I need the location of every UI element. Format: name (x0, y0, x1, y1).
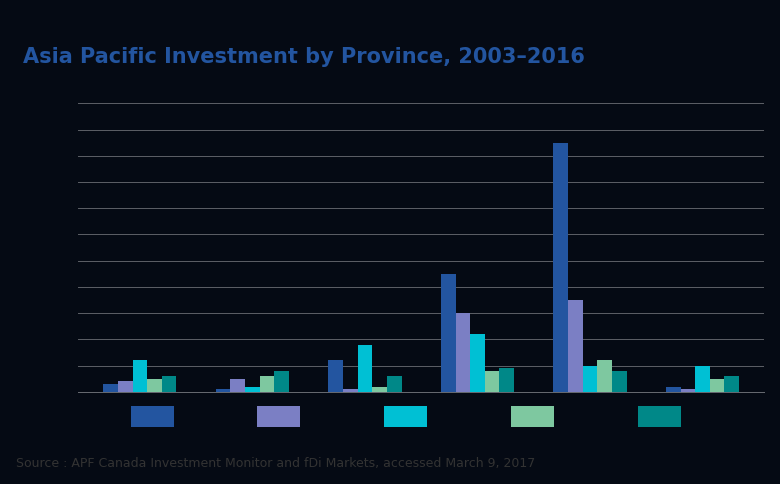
Bar (147, 379, 161, 392)
Bar (725, 377, 739, 392)
Bar (666, 387, 681, 392)
Bar (103, 384, 118, 392)
Bar (681, 390, 695, 392)
Bar (387, 377, 402, 392)
Bar (441, 274, 456, 392)
Bar (133, 361, 147, 392)
Bar (583, 366, 597, 392)
Bar (372, 387, 387, 392)
Bar (275, 371, 289, 392)
Text: Asia Pacific Investment by Province, 2003–2016: Asia Pacific Investment by Province, 200… (23, 47, 585, 67)
Bar (216, 390, 230, 392)
Bar (357, 345, 372, 392)
Bar (470, 334, 485, 392)
Bar (328, 361, 343, 392)
Text: Source : APF Canada Investment Monitor and fDi Markets, accessed March 9, 2017: Source : APF Canada Investment Monitor a… (16, 456, 535, 469)
Bar (343, 390, 357, 392)
Bar (485, 371, 499, 392)
FancyBboxPatch shape (257, 407, 300, 427)
Bar (710, 379, 725, 392)
FancyBboxPatch shape (130, 407, 173, 427)
FancyBboxPatch shape (511, 407, 554, 427)
Bar (245, 387, 260, 392)
Bar (568, 301, 583, 392)
Bar (499, 368, 514, 392)
Bar (456, 314, 470, 392)
Bar (612, 371, 626, 392)
Bar (597, 361, 612, 392)
FancyBboxPatch shape (384, 407, 427, 427)
Bar (554, 143, 568, 392)
Bar (161, 377, 176, 392)
Bar (230, 379, 245, 392)
Bar (118, 381, 133, 392)
FancyBboxPatch shape (638, 407, 680, 427)
Bar (260, 377, 275, 392)
Bar (695, 366, 710, 392)
